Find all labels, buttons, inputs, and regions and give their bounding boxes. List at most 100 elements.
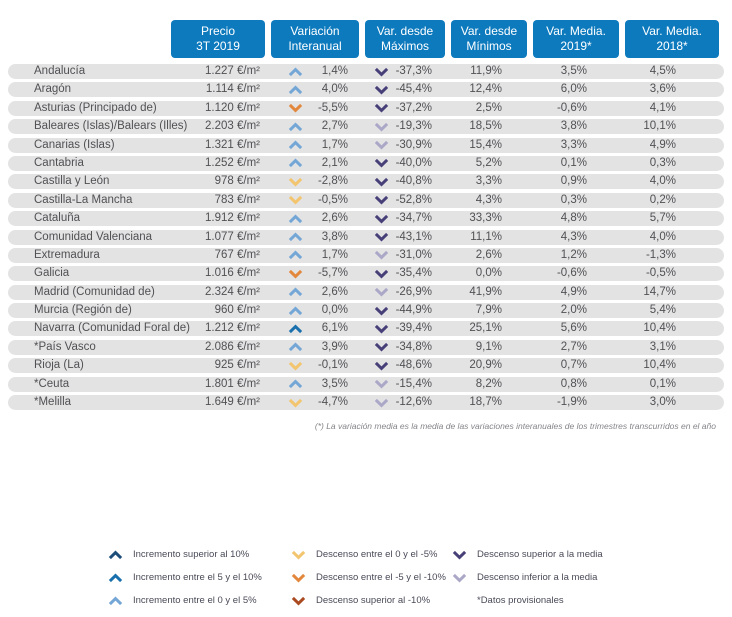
chevron-down-icon <box>374 214 389 224</box>
table-row: Comunidad Valenciana 1.077 €/m² 3,8% -43… <box>8 229 724 245</box>
chevron-up-icon <box>288 158 303 168</box>
interannual-variation-value: 0,0% <box>321 304 348 317</box>
chevron-up-icon <box>288 214 303 224</box>
media-2018-value: 5,4% <box>649 304 676 317</box>
legend-label: Descenso entre el 0 y el -5% <box>316 549 438 561</box>
chevron-up-icon <box>288 140 303 150</box>
media-2019-value: 3,8% <box>560 120 587 133</box>
interannual-variation-cell: 2,6% <box>268 211 362 226</box>
variation-from-max-cell: -48,6% <box>362 358 448 373</box>
chevron-up-icon <box>288 287 303 297</box>
media-2019-value: 2,7% <box>560 340 587 353</box>
chevron-down-icon <box>452 550 468 560</box>
col-header-line: Máximos <box>380 39 429 53</box>
chevron-down-icon <box>374 67 389 77</box>
col-header-line: 2019* <box>560 39 592 53</box>
legend-item: Descenso entre el -5 y el -10% <box>291 566 452 589</box>
table-row: Madrid (Comunidad de) 2.324 €/m² 2,6% -2… <box>8 284 724 300</box>
legend-label: Incremento superior al 10% <box>133 549 250 561</box>
variation-from-min-value: 8,2% <box>475 377 502 390</box>
interannual-variation-value: 2,7% <box>321 120 348 133</box>
table-row: Murcia (Región de) 960 €/m² 0,0% -44,9% … <box>8 303 724 319</box>
chevron-up-icon <box>288 379 303 389</box>
variation-from-max-cell: -40,0% <box>362 156 448 171</box>
col-header-line: 2018* <box>656 39 688 53</box>
legend-label: Incremento entre el 5 y el 10% <box>133 572 262 584</box>
interannual-variation-value: 1,7% <box>321 138 348 151</box>
media-2019-value: 0,1% <box>560 156 587 169</box>
legend-label: *Datos provisionales <box>477 595 564 607</box>
interannual-variation-value: 3,8% <box>321 230 348 243</box>
interannual-variation-cell: -5,7% <box>268 266 362 281</box>
chevron-down-icon <box>374 103 389 113</box>
variation-from-max-cell: -52,8% <box>362 193 448 208</box>
chevron-up-icon <box>108 595 124 606</box>
table-row: *Melilla 1.649 €/m² -4,7% -12,6% 18,7% -… <box>8 395 724 411</box>
table-row: Castilla y León 978 €/m² -2,8% -40,8% 3,… <box>8 174 724 190</box>
region-name: Galicia <box>34 267 70 280</box>
chevron-down-icon <box>374 195 389 205</box>
chevron-down-icon <box>291 596 307 606</box>
region-name: Castilla-La Mancha <box>34 193 133 206</box>
interannual-variation-cell: 2,1% <box>268 156 362 171</box>
price-value: 960 €/m² <box>214 304 260 317</box>
region-name: Rioja (La) <box>34 359 84 372</box>
interannual-variation-cell: 3,8% <box>268 230 362 245</box>
media-2018-value: 5,7% <box>649 212 676 225</box>
media-2019-value: -0,6% <box>556 267 587 280</box>
legend-label: Descenso entre el -5 y el -10% <box>316 572 446 584</box>
price-value: 1.016 €/m² <box>205 267 260 280</box>
media-2019-value: 4,8% <box>560 212 587 225</box>
table-row: Rioja (La) 925 €/m² -0,1% -48,6% 20,9% 0… <box>8 358 724 374</box>
region-name: Castilla y León <box>34 175 110 188</box>
chevron-down-icon <box>374 158 389 168</box>
interannual-variation-value: 6,1% <box>321 322 348 335</box>
media-2018-value: -0,5% <box>645 267 676 280</box>
variation-from-min-value: 3,3% <box>475 175 502 188</box>
variation-from-max-value: -31,0% <box>395 248 432 261</box>
variation-from-max-value: -12,6% <box>395 396 432 409</box>
media-2019-value: 6,0% <box>560 83 587 96</box>
price-value: 1.649 €/m² <box>205 396 260 409</box>
media-2018-value: 0,3% <box>649 156 676 169</box>
interannual-variation-cell: 0,0% <box>268 303 362 318</box>
price-value: 783 €/m² <box>214 193 260 206</box>
interannual-variation-value: 2,1% <box>321 156 348 169</box>
region-name: Cataluña <box>34 212 81 225</box>
interannual-variation-cell: 4,0% <box>268 82 362 97</box>
media-2019-value: 0,9% <box>560 175 587 188</box>
region-name: Aragón <box>34 83 72 96</box>
col-header-line: Mínimos <box>466 39 512 53</box>
legend-label: Descenso superior a la media <box>477 549 603 561</box>
region-name: Cantabria <box>34 156 84 169</box>
col-header-line: Var. Media. <box>546 24 606 39</box>
legend-item: Incremento entre el 5 y el 10% <box>108 566 291 589</box>
variation-from-min-value: 11,9% <box>470 65 502 77</box>
media-2019-value: 2,0% <box>560 304 587 317</box>
interannual-variation-cell: -4,7% <box>268 395 362 410</box>
region-name: Andalucía <box>34 65 86 77</box>
media-2018-value: 4,5% <box>649 65 676 77</box>
variation-from-max-value: -34,7% <box>395 212 432 225</box>
col-header-precio: Precio 3T 2019 <box>171 20 265 58</box>
col-header-line: Var. Media. <box>642 24 702 39</box>
col-header-line: Variación <box>290 24 340 39</box>
media-2018-value: 4,0% <box>649 230 676 243</box>
legend: Incremento superior al 10% Incremento ent… <box>8 543 724 612</box>
col-header-line: Var. desde <box>460 24 518 39</box>
media-2019-value: 4,3% <box>560 230 587 243</box>
variation-from-max-value: -48,6% <box>395 359 432 372</box>
media-2018-value: 3,6% <box>649 83 676 96</box>
variation-from-max-value: -19,3% <box>395 120 432 133</box>
legend-item: *Datos provisionales <box>452 589 603 612</box>
variation-from-max-cell: -19,3% <box>362 119 448 134</box>
region-price-table: Precio 3T 2019 Variación Interanual Var.… <box>8 20 724 411</box>
legend-item: Descenso inferior a la media <box>452 566 603 589</box>
col-header-line: Interanual <box>288 39 342 53</box>
variation-from-max-cell: -30,9% <box>362 138 448 153</box>
media-2019-value: 0,7% <box>560 359 587 372</box>
interannual-variation-value: -0,1% <box>317 359 348 372</box>
region-name: *País Vasco <box>34 340 96 353</box>
media-2018-value: -1,3% <box>645 248 676 261</box>
variation-from-min-value: 11,1% <box>470 230 502 243</box>
